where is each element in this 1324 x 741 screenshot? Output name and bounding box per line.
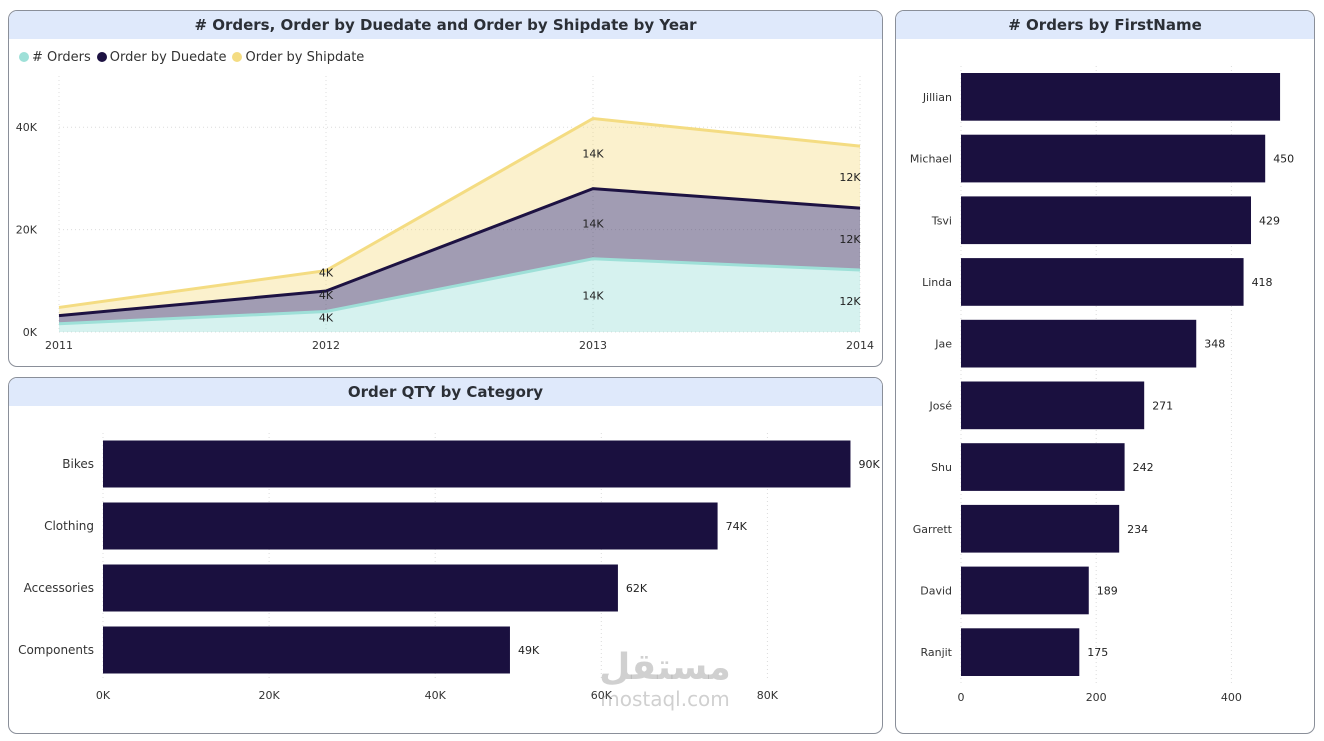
data-label-shipdate: 4K [319, 267, 334, 280]
x-tick-label: 400 [1221, 691, 1242, 704]
bar [961, 443, 1125, 491]
data-label: 271 [1152, 399, 1173, 412]
bar [961, 504, 1120, 553]
data-label-shipdate: 14K [582, 148, 604, 161]
legend-dot-shipdate [232, 52, 243, 62]
category-label: Garrett [913, 523, 953, 536]
series-line-orders [58, 257, 861, 326]
data-label: 189 [1097, 584, 1118, 597]
category-label: Jillian [922, 91, 952, 104]
data-label-orders: 12K [839, 295, 861, 308]
data-label-orders: 4K [319, 312, 334, 325]
x-tick-label: 20K [258, 689, 280, 702]
bar [961, 73, 1281, 121]
data-label: 62K [626, 582, 648, 595]
firstname-chart-title: # Orders by FirstName [896, 11, 1314, 39]
category-label: Accessories [24, 581, 94, 595]
firstname-chart-panel: # Orders by FirstName 0 200 400 Jillian Mich… [895, 10, 1315, 734]
data-label: 175 [1087, 646, 1108, 659]
category-chart-title: Order QTY by Category [9, 378, 882, 406]
category-label: Components [18, 643, 94, 657]
legend-label-shipdate: Order by Shipdate [245, 49, 365, 65]
y-tick-label: 0K [23, 326, 38, 339]
category-label: Ranjit [920, 646, 952, 659]
area-orders [59, 258, 860, 332]
category-label: Linda [922, 276, 952, 289]
bar [961, 258, 1244, 306]
category-label: Clothing [44, 519, 94, 533]
area-chart-title: # Orders, Order by Duedate and Order by … [9, 11, 882, 39]
bar [961, 196, 1252, 245]
data-label: 429 [1259, 214, 1280, 227]
legend-label-duedate: Order by Duedate [109, 49, 227, 65]
data-label-orders: 14K [582, 289, 604, 302]
area-chart-legend: # Orders Order by Duedate Order by Shipd… [19, 47, 364, 67]
bar [103, 626, 510, 674]
data-label: 450 [1273, 153, 1294, 166]
x-tick-label: 0 [958, 691, 965, 704]
area-chart-panel: # Orders, Order by Duedate and Order by … [8, 10, 883, 367]
series-line-shipdate [58, 116, 861, 309]
legend-item-shipdate[interactable]: Order by Shipdate [232, 50, 364, 65]
legend-dot-duedate [96, 52, 107, 62]
bar [103, 440, 851, 488]
x-tick-label: 2013 [579, 339, 607, 352]
bar [103, 502, 718, 550]
legend-label-orders: # Orders [32, 49, 91, 65]
category-chart-panel: Order QTY by Category 0K 20K 40K 60K 80K Bike… [8, 377, 883, 734]
data-label: 418 [1252, 276, 1273, 289]
data-label: 348 [1204, 338, 1225, 351]
x-tick-label: 40K [425, 689, 447, 702]
legend-item-duedate[interactable]: Order by Duedate [96, 49, 227, 65]
bar [961, 134, 1266, 183]
data-label: 74K [726, 520, 748, 533]
category-label: José [929, 399, 953, 412]
x-tick-label: 200 [1086, 691, 1107, 704]
category-label: Tsvi [931, 214, 952, 227]
bar [961, 566, 1089, 615]
x-tick-label: 2014 [846, 339, 874, 352]
category-label: David [920, 584, 952, 597]
bar [103, 564, 618, 612]
series-line-duedate [58, 187, 861, 318]
x-tick-label: 2011 [45, 339, 73, 352]
category-label: Shu [931, 461, 952, 474]
x-tick-label: 0K [96, 689, 111, 702]
area-chart-svg: 0K 20K 40K 2011 2012 2013 2014 4K 14K 12K 4K 14K 12K… [16, 76, 874, 352]
category-label: Jae [934, 338, 952, 351]
x-tick-label: 2012 [312, 339, 340, 352]
legend-item-orders[interactable]: # Orders [19, 50, 91, 65]
area-shipdate [59, 118, 860, 316]
category-chart-svg: 0K 20K 40K 60K 80K Bikes 90K Clothing 74K Accesso… [18, 433, 880, 702]
area-duedate [59, 188, 860, 324]
data-label-duedate: 14K [582, 218, 604, 231]
y-tick-label: 20K [16, 224, 38, 237]
data-label: 242 [1133, 461, 1154, 474]
category-label: Michael [910, 153, 952, 166]
bar [961, 319, 1197, 368]
data-label-duedate: 12K [839, 233, 861, 246]
bar [961, 381, 1145, 430]
category-label: Bikes [62, 457, 94, 471]
data-label: 90K [858, 458, 880, 471]
y-tick-label: 40K [16, 121, 38, 134]
firstname-chart-svg: 0 200 400 Jillian Michael 450 Tsvi 429 Linda 418 J… [910, 66, 1294, 704]
data-label-duedate: 4K [319, 289, 334, 302]
data-label: 49K [518, 644, 540, 657]
x-tick-label: 60K [591, 689, 613, 702]
legend-dot-orders [19, 52, 29, 62]
data-label-shipdate: 12K [839, 171, 861, 184]
bar [961, 628, 1080, 676]
data-label: 234 [1127, 523, 1148, 536]
x-tick-label: 80K [757, 689, 779, 702]
